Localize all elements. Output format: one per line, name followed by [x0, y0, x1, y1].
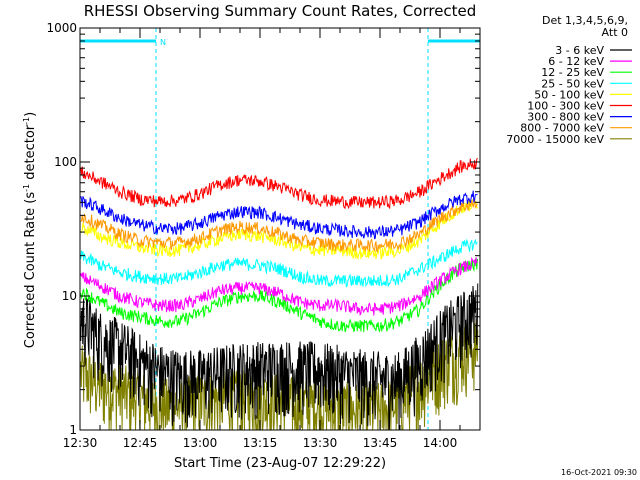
- series-line-4: [80, 238, 478, 288]
- series-line-1: [80, 283, 479, 430]
- legend-entry-label: 50 - 100 keV: [534, 88, 604, 101]
- series-line-7: [80, 190, 478, 240]
- x-tick-label: 14:00: [423, 436, 458, 450]
- y-tick-label: 100: [54, 155, 77, 169]
- x-tick-label: 13:30: [303, 436, 338, 450]
- legend-entry-label: 300 - 800 keV: [527, 111, 604, 124]
- timestamp-label: 16-Oct-2021 09:30: [561, 468, 637, 477]
- legend-entry-label: 25 - 50 keV: [541, 77, 604, 90]
- series-line-5: [80, 198, 478, 261]
- legend-entry-label: 7000 - 15000 keV: [506, 133, 604, 146]
- y-tick-label: 10: [62, 289, 77, 303]
- series-line-2: [80, 256, 478, 316]
- y-axis-label-superscript: -1: [22, 117, 31, 125]
- axes: [79, 27, 481, 431]
- y-axis-label-part: ): [23, 112, 38, 117]
- night-annotation-label: N: [160, 38, 166, 47]
- y-tick-label: 1: [69, 423, 77, 437]
- series-lines: [80, 157, 479, 431]
- chart-title: RHESSI Observing Summary Count Rates, Co…: [84, 2, 477, 20]
- legend-entry-label: 6 - 12 keV: [548, 55, 604, 68]
- y-axis-label-superscript: -1: [22, 184, 31, 192]
- x-axis-label: Start Time (23-Aug-07 12:29:22): [174, 456, 386, 471]
- y-axis-label-part: detector: [23, 124, 38, 184]
- legend-header: Att 0: [602, 26, 628, 39]
- x-tick-label: 13:15: [243, 436, 278, 450]
- x-tick-label: 12:45: [123, 436, 158, 450]
- legend-entry-label: 12 - 25 keV: [541, 66, 604, 79]
- x-tick-label: 13:00: [183, 436, 218, 450]
- series-line-8: [80, 198, 478, 253]
- y-tick-label: 1000: [46, 21, 77, 35]
- tick-labels: 1 10 100 1000 12:30 12:45 13:00 13:15 13:30 13:45…: [46, 21, 457, 450]
- series-line-6: [80, 157, 478, 210]
- x-tick-label: 13:45: [363, 436, 398, 450]
- series-line-3: [80, 257, 479, 333]
- x-tick-label: 12:30: [63, 436, 98, 450]
- legend-entry-label: 3 - 6 keV: [555, 44, 604, 57]
- legend-entry-label: 100 - 300 keV: [527, 100, 604, 113]
- y-axis-label: Corrected Count Rate (s-1 detector-1): [22, 112, 38, 348]
- legend-header: Det 1,3,4,5,6,9,: [542, 14, 628, 27]
- y-axis-label-part: Corrected Count Rate (s: [23, 192, 38, 349]
- legend-entry-label: 800 - 7000 keV: [520, 122, 604, 135]
